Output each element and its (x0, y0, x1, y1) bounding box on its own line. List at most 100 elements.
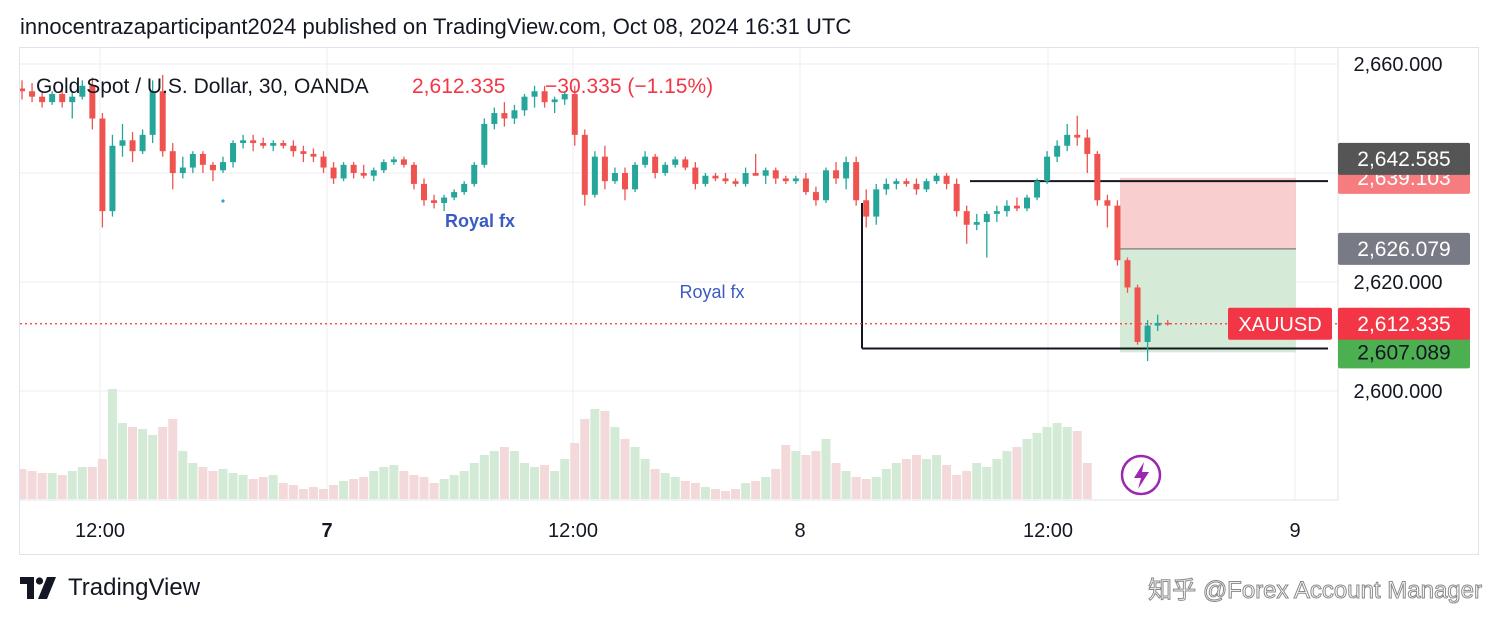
candle-body[interactable] (451, 192, 458, 198)
candle-body[interactable] (752, 173, 759, 176)
candle-body[interactable] (260, 143, 267, 146)
candle-body[interactable] (280, 143, 287, 146)
candle-body[interactable] (812, 192, 819, 201)
candle-body[interactable] (792, 178, 799, 182)
candle-body[interactable] (943, 175, 950, 184)
annotation-text-1[interactable]: Royal fx (445, 211, 515, 231)
candle-body[interactable] (59, 93, 66, 103)
candle-body[interactable] (923, 181, 930, 190)
candle-body[interactable] (622, 173, 628, 190)
price-axis[interactable] (1338, 48, 1478, 500)
candle-body[interactable] (983, 213, 990, 223)
candle-body[interactable] (189, 153, 196, 168)
candle-body[interactable] (400, 159, 407, 165)
candle-body[interactable] (421, 183, 427, 201)
candle-body[interactable] (1114, 205, 1121, 261)
candle-body[interactable] (1013, 205, 1020, 209)
candle-body[interactable] (119, 140, 126, 146)
candle-body[interactable] (903, 181, 910, 184)
candle-body[interactable] (853, 162, 860, 201)
candle-body[interactable] (431, 200, 438, 203)
candle-body[interactable] (240, 140, 247, 144)
candle-body[interactable] (471, 164, 478, 184)
candle-body[interactable] (863, 200, 870, 217)
candle-body[interactable] (290, 145, 297, 152)
candle-body[interactable] (79, 85, 86, 97)
candle-body[interactable] (823, 170, 829, 201)
candle-body[interactable] (1044, 156, 1051, 182)
candle-body[interactable] (511, 110, 518, 119)
candle-body[interactable] (169, 151, 176, 173)
candle-body[interactable] (833, 170, 840, 179)
candle-body[interactable] (591, 156, 598, 195)
candle-body[interactable] (611, 173, 618, 182)
candle-body[interactable] (782, 178, 789, 182)
candle-body[interactable] (270, 143, 277, 146)
candle-body[interactable] (762, 170, 769, 176)
candle-body[interactable] (330, 167, 337, 179)
candle-body[interactable] (380, 162, 387, 171)
candle-body[interactable] (1154, 322, 1161, 326)
candle-body[interactable] (350, 164, 357, 173)
candle-body[interactable] (1104, 200, 1111, 206)
candle-body[interactable] (199, 153, 206, 165)
candle-body[interactable] (99, 118, 106, 212)
candle-body[interactable] (209, 164, 216, 171)
candle-body[interactable] (632, 164, 639, 190)
candle-body[interactable] (772, 170, 779, 179)
candle-body[interactable] (149, 91, 156, 135)
candle-body[interactable] (642, 156, 649, 165)
candle-body[interactable] (159, 91, 166, 152)
candle-body[interactable] (1144, 325, 1151, 342)
candle-body[interactable] (410, 164, 417, 184)
candle-body[interactable] (320, 156, 327, 168)
candle-body[interactable] (672, 159, 679, 165)
annotation-text-2[interactable]: Royal fx (679, 282, 744, 302)
candle-body[interactable] (913, 183, 920, 190)
candle-body[interactable] (300, 151, 307, 154)
candle-body[interactable] (893, 181, 900, 184)
candle-body[interactable] (571, 93, 578, 135)
candle-body[interactable] (441, 197, 448, 203)
candle-body[interactable] (310, 153, 317, 157)
candle-body[interactable] (1134, 287, 1141, 342)
candle-body[interactable] (521, 96, 528, 111)
candle-body[interactable] (531, 91, 538, 97)
lightning-icon[interactable] (1120, 454, 1162, 496)
candle-body[interactable] (129, 140, 136, 152)
candle-body[interactable] (883, 183, 890, 190)
candle-body[interactable] (1024, 197, 1030, 209)
tradingview-logo[interactable]: TradingView (20, 574, 200, 602)
candle-body[interactable] (581, 134, 588, 195)
candle-body[interactable] (802, 178, 809, 193)
candle-body[interactable] (220, 162, 226, 171)
candle-body[interactable] (732, 181, 739, 184)
candle-body[interactable] (1074, 134, 1081, 138)
chart-frame[interactable]: Royal fx Royal fx Gold Spot / U.S. Dollar,… (19, 47, 1479, 555)
candle-body[interactable] (89, 85, 96, 119)
candle-body[interactable] (1003, 205, 1010, 212)
candle-body[interactable] (551, 99, 558, 103)
candle-body[interactable] (873, 189, 880, 217)
candle-body[interactable] (662, 164, 669, 173)
candle-body[interactable] (39, 96, 46, 103)
candle-body[interactable] (139, 134, 146, 152)
candle-body[interactable] (481, 123, 488, 165)
candle-body[interactable] (1034, 181, 1041, 198)
candle-body[interactable] (370, 170, 377, 176)
candle-body[interactable] (601, 156, 608, 182)
candle-body[interactable] (652, 156, 659, 173)
candle-body[interactable] (250, 140, 257, 144)
candle-body[interactable] (1054, 145, 1061, 157)
candle-body[interactable] (390, 159, 397, 163)
candle-body[interactable] (682, 159, 689, 168)
candle-body[interactable] (49, 93, 56, 103)
candle-body[interactable] (561, 93, 568, 100)
candle-body[interactable] (29, 91, 36, 97)
candle-body[interactable] (1064, 134, 1071, 146)
candle-body[interactable] (109, 145, 116, 212)
candle-body[interactable] (69, 96, 76, 103)
candle-body[interactable] (1164, 322, 1171, 325)
candle-body[interactable] (340, 164, 347, 179)
candle-body[interactable] (993, 211, 1000, 214)
